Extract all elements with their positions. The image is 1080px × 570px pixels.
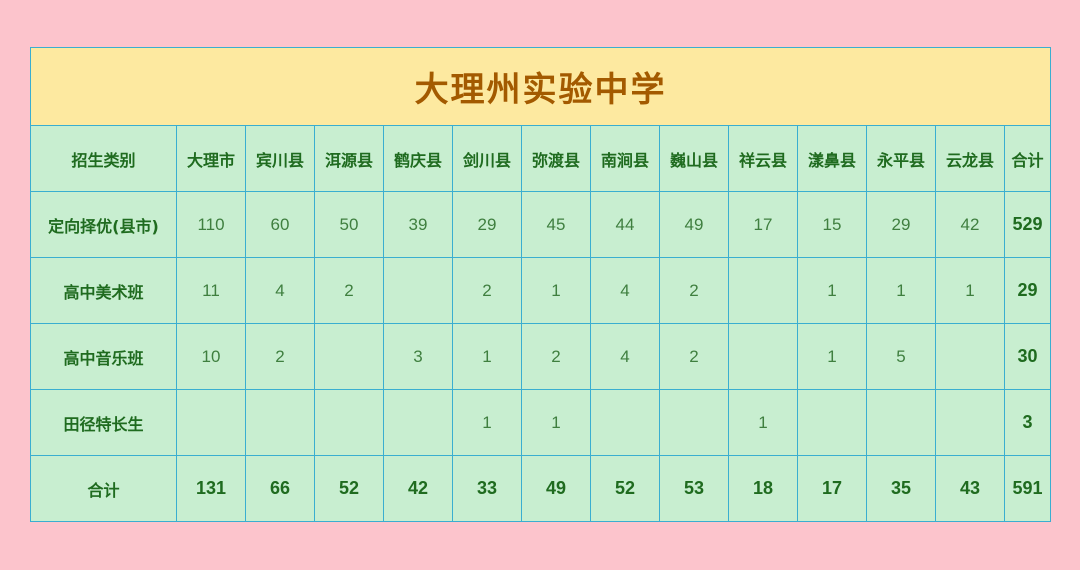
table-cell: 4: [590, 323, 660, 390]
row-total: 529: [1003, 191, 1052, 258]
table-cell: 2: [521, 323, 591, 390]
table-cell: 5: [866, 323, 936, 390]
column-total: 66: [245, 455, 315, 522]
table-cell: 29: [866, 191, 936, 258]
column-total: 52: [314, 455, 384, 522]
enrollment-table: 大理州实验中学 招生类别 大理市 宾川县 洱源县 鹤庆县 剑川县 弥渡县 南涧县 巍山县 祥云县漾…: [29, 47, 1052, 522]
table-cell: 44: [590, 191, 660, 258]
table-cell: [590, 389, 660, 456]
table-cell: [383, 389, 453, 456]
row-total: 3: [1003, 389, 1052, 456]
table-cell: 29: [452, 191, 522, 258]
table-row: 定向择优(县市) 110 60 50 39 29 45 44 49 17 15 29 42 529: [30, 191, 1052, 258]
table-cell: 39: [383, 191, 453, 258]
table-cell: 1: [521, 389, 591, 456]
column-header: 宾川县: [245, 125, 315, 192]
column-header: 洱源县: [314, 125, 384, 192]
table-cell: 60: [245, 191, 315, 258]
column-total: 52: [590, 455, 660, 522]
row-label: 高中美术班: [30, 257, 177, 324]
column-total: 42: [383, 455, 453, 522]
table-cell: [935, 323, 1005, 390]
table-cell: 1: [521, 257, 591, 324]
table-cell: 2: [452, 257, 522, 324]
table-cell: [728, 323, 798, 390]
table-cell: 42: [935, 191, 1005, 258]
table-cell: [935, 389, 1005, 456]
column-header: 云龙县: [935, 125, 1005, 192]
column-total: 17: [797, 455, 867, 522]
table-title: 大理州实验中学: [29, 47, 1052, 126]
table-cell: 2: [245, 323, 315, 390]
table-cell: [866, 389, 936, 456]
table-cell: 4: [590, 257, 660, 324]
column-header: 南涧县: [590, 125, 660, 192]
table-cell: 110: [176, 191, 246, 258]
totals-row: 合计 131 66 52 42 33 49 52 53 18 17 35 43 591: [30, 455, 1052, 522]
title-row: 大理州实验中学: [29, 47, 1052, 126]
row-total: 29: [1003, 257, 1052, 324]
column-header: 合计: [1003, 125, 1052, 192]
column-total: 49: [521, 455, 591, 522]
table-cell: 2: [659, 257, 729, 324]
column-header: 巍山县: [659, 125, 729, 192]
column-header: 漾鼻县: [797, 125, 867, 192]
table-cell: 1: [866, 257, 936, 324]
row-total: 30: [1003, 323, 1052, 390]
table-cell: [797, 389, 867, 456]
table-cell: 10: [176, 323, 246, 390]
table-cell: 1: [797, 323, 867, 390]
table-cell: [176, 389, 246, 456]
table-cell: 2: [659, 323, 729, 390]
column-header: 弥渡县: [521, 125, 591, 192]
column-total: 35: [866, 455, 936, 522]
row-label: 高中音乐班: [30, 323, 177, 390]
grand-total: 591: [1003, 455, 1052, 522]
column-total: 131: [176, 455, 246, 522]
table-cell: 1: [728, 389, 798, 456]
column-header: 永平县: [866, 125, 936, 192]
table-cell: 45: [521, 191, 591, 258]
table-row: 田径特长生 1 1 1 3: [30, 389, 1052, 456]
table-cell: [659, 389, 729, 456]
table-cell: 50: [314, 191, 384, 258]
table-cell: [728, 257, 798, 324]
table-cell: 4: [245, 257, 315, 324]
column-total: 18: [728, 455, 798, 522]
row-label: 定向择优(县市): [30, 191, 177, 258]
table-cell: 1: [452, 389, 522, 456]
table-cell: 15: [797, 191, 867, 258]
table-cell: [245, 389, 315, 456]
table-cell: 3: [383, 323, 453, 390]
table-row: 高中音乐班 10 2 3 1 2 4 2 1 5 30: [30, 323, 1052, 390]
table-cell: 17: [728, 191, 798, 258]
row-label: 合计: [30, 455, 177, 522]
table-cell: 11: [176, 257, 246, 324]
table-cell: 1: [452, 323, 522, 390]
table-cell: 2: [314, 257, 384, 324]
column-total: 33: [452, 455, 522, 522]
table-cell: [383, 257, 453, 324]
table-cell: [314, 323, 384, 390]
table-row: 高中美术班 11 4 2 2 1 4 2 1 1 1 29: [30, 257, 1052, 324]
column-total: 43: [935, 455, 1005, 522]
column-header: 招生类别: [30, 125, 177, 192]
table-cell: 1: [797, 257, 867, 324]
table-cell: 1: [935, 257, 1005, 324]
table-cell: 49: [659, 191, 729, 258]
row-label: 田径特长生: [30, 389, 177, 456]
column-total: 53: [659, 455, 729, 522]
enrollment-table-container: 大理州实验中学 招生类别 大理市 宾川县 洱源县 鹤庆县 剑川县 弥渡县 南涧县 巍山县 祥云县漾…: [29, 47, 1052, 522]
header-row: 招生类别 大理市 宾川县 洱源县 鹤庆县 剑川县 弥渡县 南涧县 巍山县 祥云县 漾鼻县 永平县 云龙县…: [30, 125, 1052, 192]
table-cell: [314, 389, 384, 456]
column-header: 鹤庆县: [383, 125, 453, 192]
column-header: 大理市: [176, 125, 246, 192]
column-header: 祥云县: [728, 125, 798, 192]
column-header: 剑川县: [452, 125, 522, 192]
